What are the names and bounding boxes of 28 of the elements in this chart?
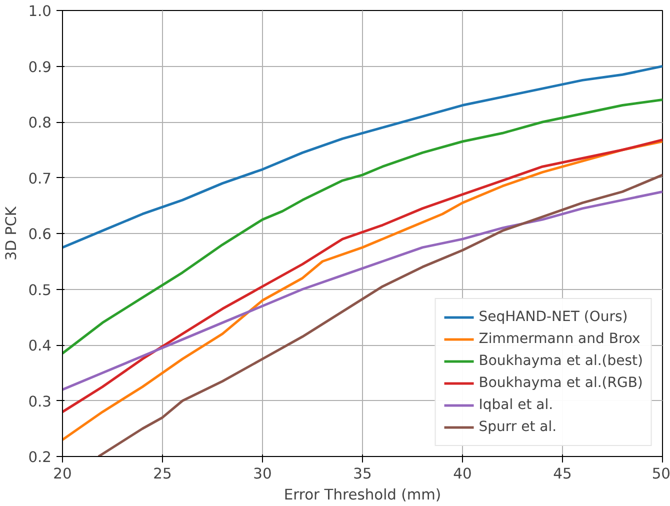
y-tick-label: 0.9 [28, 58, 52, 76]
line-series [62, 190, 662, 391]
y-axis-title: 3D PCK [3, 206, 20, 260]
legend-label: Zimmermann and Brox [478, 331, 640, 347]
line-series [97, 174, 662, 456]
x-axis-title: Error Threshold (mm) [284, 486, 442, 504]
y-tick-label: 0.4 [28, 338, 52, 354]
y-tick-label: 0.7 [28, 170, 52, 188]
x-tick-label: 35 [353, 466, 372, 482]
legend-label: Boukhayma et al.(RGB) [478, 375, 643, 391]
x-tick-label: 20 [53, 466, 72, 482]
line-series [62, 65, 662, 249]
y-tick-label: 0.5 [28, 282, 52, 299]
x-tick-label: 40 [453, 466, 472, 482]
y-tick-label: 0.6 [28, 226, 52, 243]
y-tick-label: 0.8 [28, 114, 52, 132]
line-series [62, 98, 662, 355]
legend-label: SeqHAND-NET (Ours) [478, 309, 628, 325]
x-tick-label: 45 [553, 466, 572, 482]
y-tick-label: 0.3 [28, 393, 52, 410]
x-tick-label: 30 [253, 466, 272, 482]
legend-label: Iqbal et al. [478, 397, 554, 413]
x-tick-label: 25 [153, 466, 172, 482]
legend-label: Boukhayma et al.(best) [478, 353, 643, 369]
y-tick-label: 0.2 [28, 449, 52, 466]
y-tick-label: 1.0 [28, 3, 52, 20]
x-tick-label: 50 [652, 466, 670, 482]
legend-label: Spurr et al. [478, 419, 557, 435]
